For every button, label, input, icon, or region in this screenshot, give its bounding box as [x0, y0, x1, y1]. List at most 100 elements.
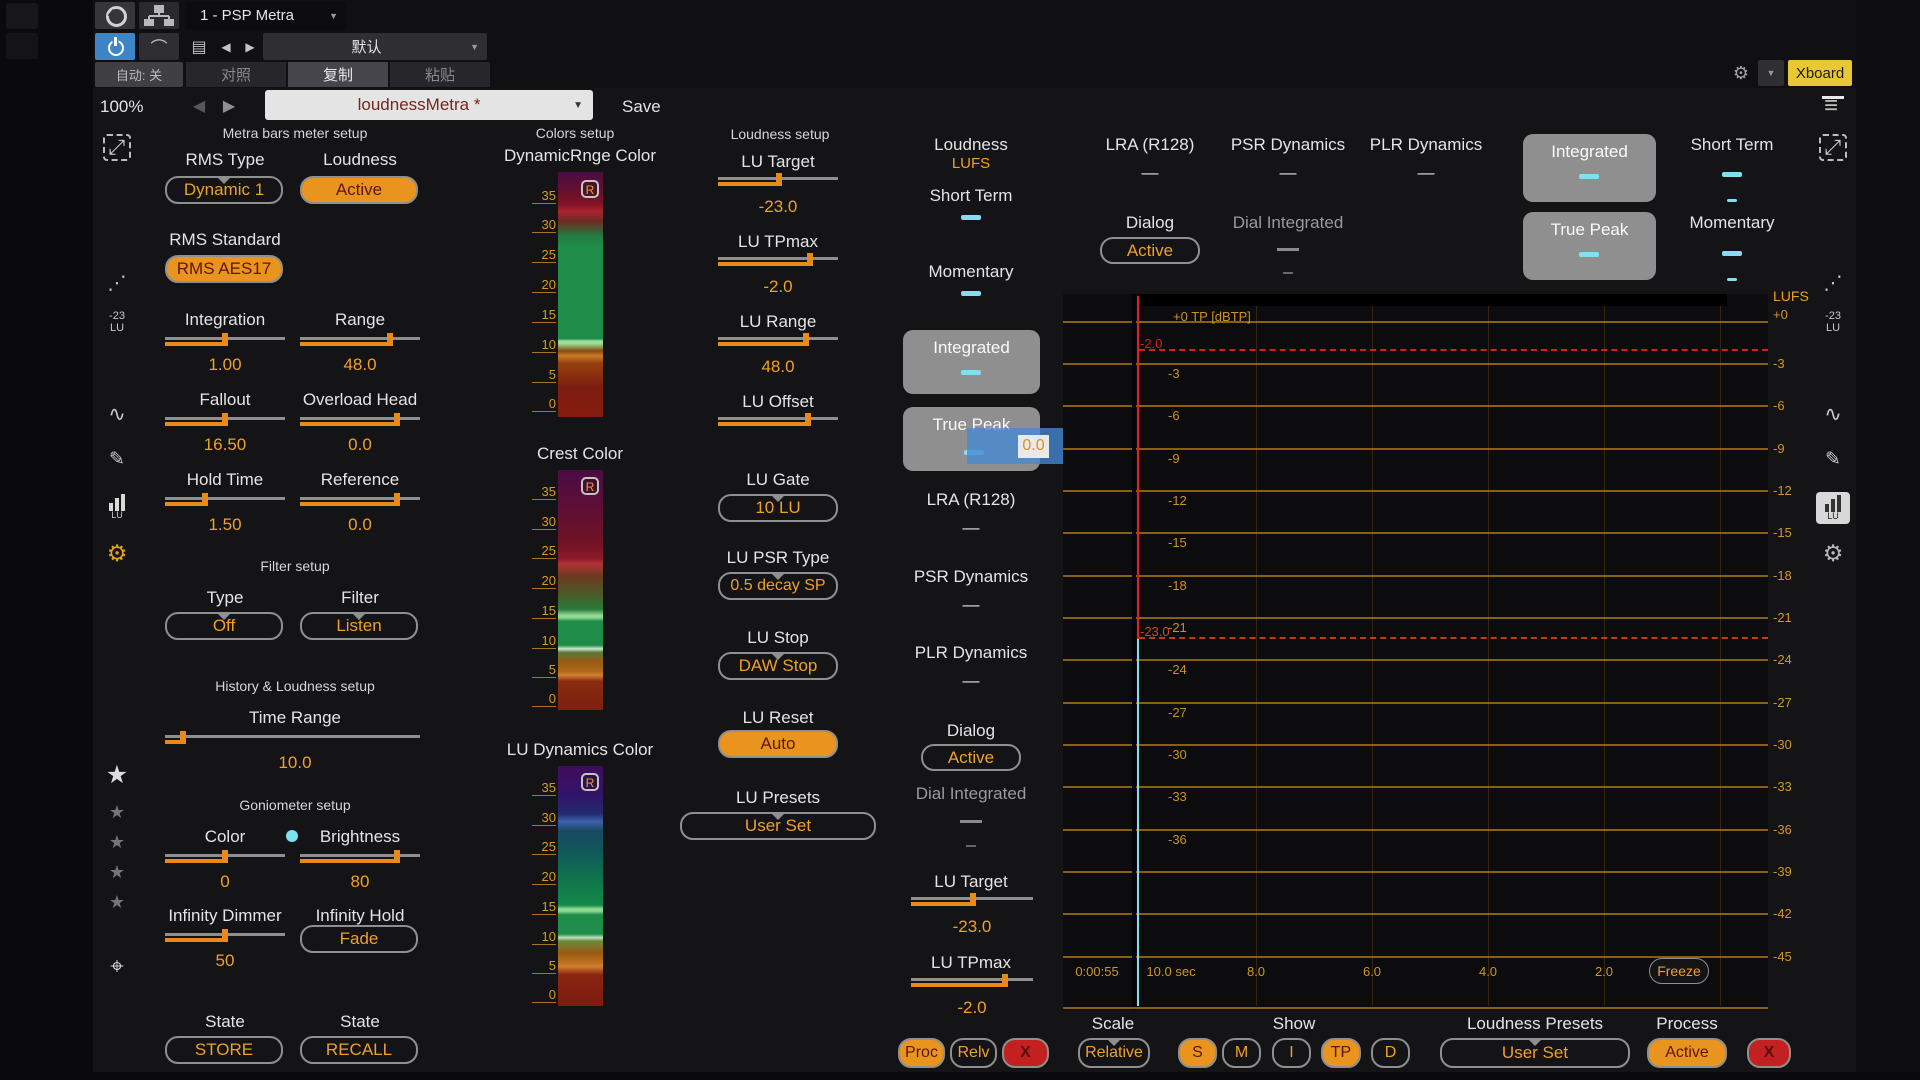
lu-gate-select[interactable]: 10 LU [718, 494, 838, 522]
history-back-button[interactable]: ◀ [192, 97, 206, 115]
dialog-header-toggle[interactable]: Active [1100, 237, 1200, 264]
zoom-level[interactable]: 100% [100, 97, 144, 116]
favorite-star-icon[interactable]: ★ [105, 761, 129, 789]
loudness-presets-select[interactable]: User Set [1440, 1038, 1630, 1068]
dialog-active-toggle[interactable]: Active [921, 744, 1021, 771]
infinity-hold-select[interactable]: Fade [300, 925, 418, 953]
show-dialog-toggle[interactable]: D [1371, 1038, 1410, 1068]
lu-range-slider[interactable] [718, 332, 838, 348]
process-close-button[interactable]: X [1747, 1038, 1791, 1068]
lu-reset-toggle[interactable]: Auto [718, 730, 838, 758]
history-forward-button[interactable]: ▶ [222, 97, 236, 115]
lu-presets-select[interactable]: User Set [680, 812, 876, 840]
r-reset-badge[interactable]: R [581, 477, 599, 495]
integration-slider[interactable] [165, 332, 285, 348]
freeze-button[interactable]: Freeze [1649, 958, 1709, 984]
power-button[interactable] [95, 33, 135, 60]
show-integrated-toggle[interactable]: I [1272, 1038, 1311, 1068]
splash-icon[interactable]: ⋰ [1823, 273, 1843, 294]
menu-icon[interactable]: ≡ [1824, 92, 1839, 119]
target-star-icon[interactable]: ⌖ [110, 953, 124, 980]
gonio-color-dot[interactable] [286, 830, 298, 842]
preset-star-4-icon[interactable]: ★ [108, 892, 126, 912]
close-meter-button[interactable]: X [1002, 1038, 1049, 1068]
rms-type-select[interactable]: Dynamic 1 [165, 176, 283, 204]
settings-gear-icon[interactable]: ⚙ [1822, 540, 1844, 566]
history-bars-icon[interactable]: LU [1816, 492, 1850, 524]
reference-slider[interactable] [300, 492, 420, 508]
splash-icon[interactable]: ⋰ [107, 273, 127, 294]
fallout-slider[interactable] [165, 412, 285, 428]
expand-icon[interactable]: ⤢ [95, 134, 139, 161]
preset-star-1-icon[interactable]: ★ [108, 802, 126, 822]
scroll-handle[interactable] [1822, 96, 1844, 99]
knob-icon[interactable] [95, 2, 135, 29]
daw-left-icon-box-1[interactable] [6, 3, 38, 29]
integrated-header-toggle[interactable]: Integrated [1523, 134, 1656, 202]
lu-meter-icon[interactable]: -23 LU [1825, 310, 1841, 334]
preset-file-icon[interactable]: ▤ [191, 38, 207, 56]
state-recall-button[interactable]: RECALL [300, 1036, 418, 1064]
paste-button[interactable]: 粘贴 [390, 62, 490, 87]
lu-stop-select[interactable]: DAW Stop [718, 652, 838, 680]
pencil-icon[interactable]: ✎ [109, 449, 125, 470]
infinity-dimmer-slider[interactable] [165, 928, 285, 944]
true-peak-header-toggle[interactable]: True Peak [1523, 212, 1656, 280]
prev-preset-button[interactable]: ◀ [221, 39, 231, 54]
next-preset-button[interactable]: ▶ [245, 39, 255, 54]
xboard-button[interactable]: Xboard [1788, 60, 1852, 86]
lu-offset-slider[interactable] [718, 412, 838, 428]
lu-target-slider[interactable] [718, 172, 838, 188]
history-bars-icon[interactable]: LU [95, 494, 139, 520]
show-momentary-toggle[interactable]: M [1222, 1038, 1261, 1068]
wave-icon[interactable]: ∿ [108, 403, 126, 426]
scale-select[interactable]: Relative [1078, 1038, 1150, 1068]
rms-standard-toggle[interactable]: RMS AES17 [165, 255, 283, 283]
bypass-icon[interactable]: ⌒ [139, 33, 179, 60]
daw-left-icon-box-2[interactable] [6, 33, 38, 59]
proc-button[interactable]: Proc [898, 1038, 945, 1068]
gear-icon[interactable]: ⚙ [1732, 62, 1750, 83]
xboard-dropdown-icon[interactable]: ▼ [1758, 60, 1784, 86]
mid-lu-tpmax-slider[interactable] [911, 973, 1033, 989]
lu-tpmax-slider[interactable] [718, 252, 838, 268]
compare-button[interactable]: 对照 [186, 62, 286, 87]
patch-selector[interactable]: loudnessMetra * ▼ [265, 90, 593, 120]
r-reset-badge[interactable]: R [581, 180, 599, 198]
preset-star-2-icon[interactable]: ★ [108, 832, 126, 852]
show-short-term-toggle[interactable]: S [1178, 1038, 1217, 1068]
save-button[interactable]: Save [622, 97, 661, 116]
wave-icon[interactable]: ∿ [1824, 403, 1842, 426]
routing-icon[interactable] [139, 2, 179, 29]
expand-icon[interactable]: ⤢ [1811, 134, 1855, 161]
pencil-icon[interactable]: ✎ [1825, 449, 1841, 470]
lu-meter-icon[interactable]: -23 LU [109, 310, 125, 334]
time-range-slider[interactable] [165, 730, 420, 746]
hold-time-slider[interactable] [165, 492, 285, 508]
process-active-toggle[interactable]: Active [1647, 1038, 1727, 1068]
graph-top-strip[interactable] [1139, 294, 1727, 306]
filter-listen-select[interactable]: Listen [300, 612, 418, 640]
loudness-toggle[interactable]: Active [300, 176, 418, 204]
copy-button[interactable]: 复制 [288, 62, 388, 87]
gonio-color-slider[interactable] [165, 849, 285, 865]
relv-button[interactable]: Relv [950, 1038, 997, 1068]
crest-color-meter[interactable] [558, 470, 603, 710]
mid-lu-target-slider[interactable] [911, 892, 1033, 908]
preset-selector[interactable]: 默认 ▼ [263, 33, 487, 60]
lu-psr-type-select[interactable]: 0.5 decay SP [718, 572, 838, 600]
brightness-slider[interactable] [300, 849, 420, 865]
plugin-selector[interactable]: 1 - PSP Metra ▼ [186, 2, 346, 29]
dynamic-range-color-meter[interactable] [558, 172, 603, 417]
settings-gear-icon[interactable]: ⚙ [106, 540, 128, 566]
show-true-peak-toggle[interactable]: TP [1321, 1038, 1361, 1068]
r-reset-badge[interactable]: R [581, 773, 599, 791]
filter-type-select[interactable]: Off [165, 612, 283, 640]
range-slider[interactable] [300, 332, 420, 348]
overload-head-slider[interactable] [300, 412, 420, 428]
preset-star-3-icon[interactable]: ★ [108, 862, 126, 882]
state-store-button[interactable]: STORE [165, 1036, 283, 1064]
integrated-toggle[interactable]: Integrated [903, 330, 1040, 394]
lu-dynamics-color-meter[interactable] [558, 766, 603, 1006]
automation-mode-button[interactable]: 自动: 关 [95, 62, 183, 87]
